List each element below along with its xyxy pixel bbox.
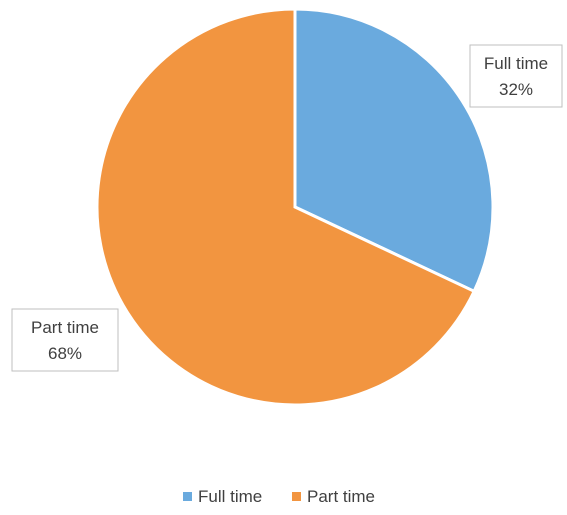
data-label-name-full-time: Full time <box>484 54 548 73</box>
legend-label-full-time: Full time <box>198 487 262 506</box>
pie-slice-full-time <box>293 7 495 294</box>
data-label-box-full-time <box>469 44 563 108</box>
data-label-value-part-time: 68% <box>48 344 82 363</box>
pie-slice-part-time <box>95 7 477 407</box>
data-label-full-time: Full time 32% <box>469 44 563 108</box>
legend-label-part-time: Part time <box>307 487 375 506</box>
legend-swatch-full-time <box>183 492 192 501</box>
data-label-box-part-time <box>11 308 119 372</box>
legend: Full time Part time <box>183 487 375 506</box>
data-label-value-full-time: 32% <box>499 80 533 99</box>
legend-swatch-part-time <box>292 492 301 501</box>
data-label-part-time: Part time 68% <box>11 308 119 372</box>
data-label-name-part-time: Part time <box>31 318 99 337</box>
pie-slices <box>95 7 495 407</box>
